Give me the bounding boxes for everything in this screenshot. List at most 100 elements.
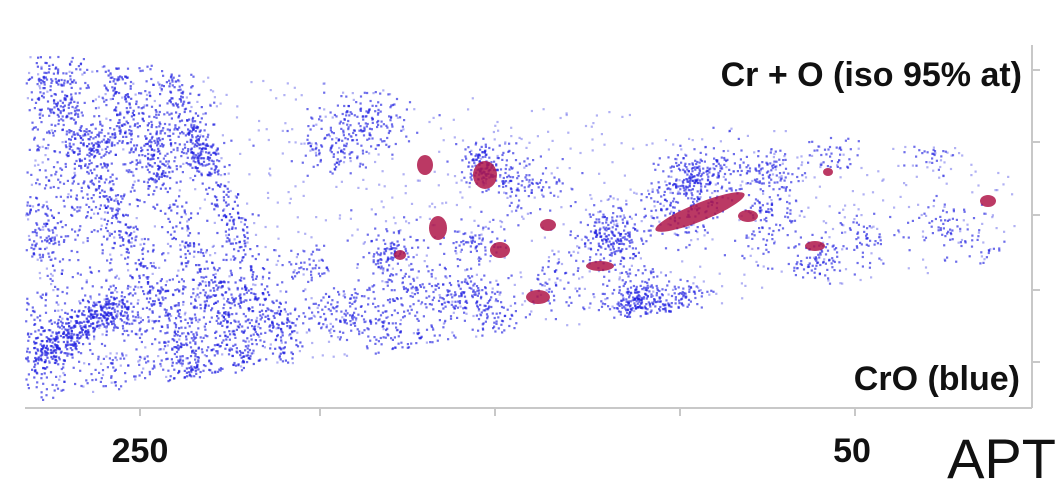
- atom: [179, 222, 181, 224]
- atom: [285, 291, 287, 293]
- atom: [138, 154, 140, 156]
- atom: [333, 287, 335, 289]
- atom: [349, 314, 351, 316]
- atom: [131, 276, 133, 278]
- atom: [30, 314, 32, 316]
- atom: [133, 231, 135, 233]
- atom: [228, 288, 230, 290]
- atom: [105, 118, 107, 120]
- atom: [741, 181, 743, 183]
- atom: [670, 176, 672, 178]
- atom: [663, 205, 665, 207]
- atom: [321, 120, 323, 122]
- atom: [630, 287, 632, 289]
- atom: [269, 347, 271, 349]
- atom: [181, 205, 183, 207]
- atom: [380, 104, 382, 106]
- atom: [69, 75, 71, 77]
- atom: [624, 225, 626, 227]
- atom: [367, 303, 369, 305]
- atom: [196, 101, 198, 103]
- atom: [44, 83, 46, 85]
- atom: [317, 311, 319, 313]
- atom: [378, 153, 380, 155]
- atom: [268, 272, 270, 274]
- atom: [168, 85, 170, 87]
- atom: [168, 207, 170, 209]
- atom: [231, 313, 233, 315]
- atom: [335, 306, 337, 308]
- atom: [133, 289, 135, 291]
- atom: [380, 314, 382, 316]
- atom: [242, 257, 244, 259]
- atom: [340, 321, 342, 323]
- atom: [364, 321, 366, 323]
- atom: [78, 165, 80, 167]
- atom: [464, 296, 466, 298]
- atom: [176, 149, 178, 151]
- atom: [244, 245, 246, 247]
- atom: [208, 284, 210, 286]
- atom: [827, 279, 829, 281]
- atom: [289, 327, 291, 329]
- atom: [510, 135, 512, 137]
- atom: [641, 240, 643, 242]
- atom: [620, 303, 622, 305]
- atom: [252, 279, 254, 281]
- atom: [178, 302, 180, 304]
- atom: [47, 100, 49, 102]
- atom: [613, 248, 615, 250]
- atom: [40, 68, 42, 70]
- atom: [858, 208, 860, 210]
- atom: [197, 294, 199, 296]
- atom: [527, 213, 529, 215]
- atom: [210, 173, 212, 175]
- atom: [387, 285, 389, 287]
- atom: [93, 336, 95, 338]
- atom: [630, 292, 632, 294]
- atom: [127, 285, 129, 287]
- atom: [92, 137, 94, 139]
- atom: [205, 251, 207, 253]
- atom: [151, 320, 153, 322]
- atom: [376, 126, 378, 128]
- atom: [394, 336, 396, 338]
- atom: [222, 294, 224, 296]
- atom: [179, 89, 181, 91]
- atom: [280, 328, 282, 330]
- atom: [145, 138, 147, 140]
- atom: [150, 78, 152, 80]
- atom: [213, 163, 215, 165]
- atom: [921, 214, 923, 216]
- atom: [459, 245, 461, 247]
- atom: [393, 300, 395, 302]
- atom: [116, 178, 118, 180]
- atom: [40, 334, 42, 336]
- atom: [604, 293, 606, 295]
- atom: [858, 148, 860, 150]
- atom: [180, 155, 182, 157]
- atom: [129, 286, 131, 288]
- atom: [325, 293, 327, 295]
- atom: [29, 239, 31, 241]
- atom: [604, 248, 606, 250]
- atom: [233, 298, 235, 300]
- atom: [465, 241, 467, 243]
- atom: [431, 203, 433, 205]
- atom: [262, 80, 264, 82]
- atom: [500, 226, 502, 228]
- atom: [68, 129, 70, 131]
- atom: [787, 234, 789, 236]
- atom: [444, 302, 446, 304]
- atom: [302, 322, 304, 324]
- atom: [277, 334, 279, 336]
- atom: [127, 96, 129, 98]
- atom: [638, 294, 640, 296]
- atom: [431, 285, 433, 287]
- atom: [770, 199, 772, 201]
- atom: [214, 152, 216, 154]
- atom: [46, 91, 48, 93]
- atom: [211, 160, 213, 162]
- atom: [652, 268, 654, 270]
- atom: [320, 316, 322, 318]
